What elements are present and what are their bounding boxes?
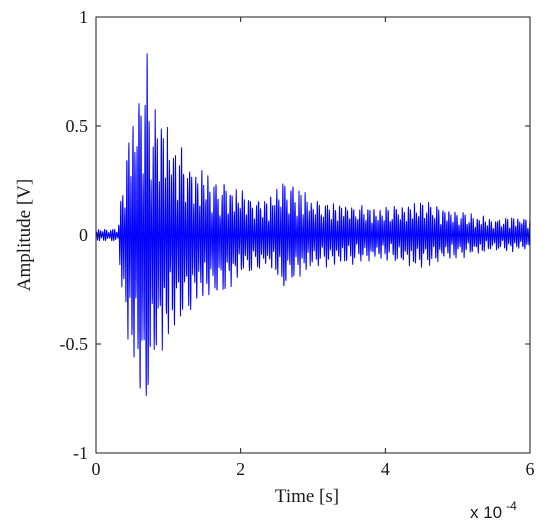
x-tick-label: 0 (92, 459, 101, 479)
y-tick-label: -1 (73, 443, 88, 463)
x-tick-label: 2 (236, 459, 245, 479)
x-tick-label: 4 (381, 459, 390, 479)
x-axis-multiplier: x 10 -4 (470, 499, 517, 522)
signal-layer (95, 53, 531, 396)
signal-series-line (95, 53, 531, 396)
x-multiplier-exponent: -4 (506, 499, 517, 513)
labels-layer: 0 2 4 6 -1 -0.5 0 0.5 1 (60, 7, 535, 479)
x-axis-label: Time [s] (275, 486, 339, 507)
y-axis-label: Amplitude [V] (14, 179, 35, 291)
x-multiplier-base: x 10 (470, 503, 502, 522)
y-tick-label: 1 (79, 7, 88, 27)
y-tick-label: 0 (79, 225, 88, 245)
x-tick-label: 6 (526, 459, 535, 479)
y-tick-label: 0.5 (66, 116, 89, 136)
ticks-layer (95, 16, 531, 454)
y-tick-label: -0.5 (60, 334, 89, 354)
